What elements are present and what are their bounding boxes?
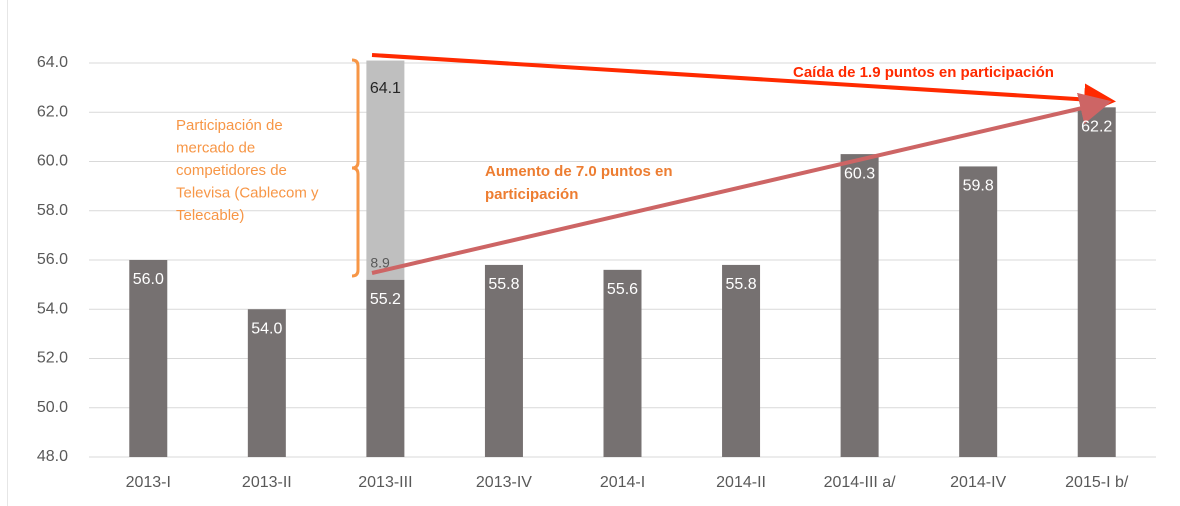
increase-note: participación bbox=[485, 186, 578, 203]
x-tick-label: 2013-IV bbox=[476, 474, 532, 491]
y-tick-label: 62.0 bbox=[37, 103, 68, 120]
competitors-note: competidores de bbox=[176, 162, 287, 179]
y-tick-label: 48.0 bbox=[37, 448, 68, 465]
increase-note: Aumento de 7.0 puntos en bbox=[485, 163, 673, 180]
x-tick-label: 2014-II bbox=[716, 474, 766, 491]
x-tick-label: 2014-III a/ bbox=[824, 474, 897, 491]
bar-segment bbox=[959, 166, 998, 458]
y-tick-label: 52.0 bbox=[37, 350, 68, 367]
y-tick-label: 58.0 bbox=[37, 202, 68, 219]
bar-segment bbox=[840, 154, 879, 458]
value-label: 62.2 bbox=[1081, 119, 1112, 136]
y-tick-label: 60.0 bbox=[37, 153, 68, 170]
bar-segment bbox=[247, 309, 286, 457]
notes: Participación de mercado de competidores d… bbox=[176, 117, 673, 224]
bar-segment bbox=[366, 279, 405, 457]
competitors-note: mercado de bbox=[176, 139, 255, 156]
competitors-note: Participación de bbox=[176, 117, 283, 134]
bars bbox=[129, 60, 1116, 458]
value-label: 55.8 bbox=[725, 276, 756, 293]
x-tick-label: 2013-III bbox=[358, 474, 412, 491]
decrease-arrow bbox=[371, 53, 1116, 116]
bar-segment bbox=[129, 260, 168, 457]
increase-arrow bbox=[371, 92, 1112, 275]
bracket bbox=[351, 58, 360, 278]
x-tick-label: 2013-II bbox=[242, 474, 292, 491]
bar-segment bbox=[722, 264, 761, 457]
value-label: 60.3 bbox=[844, 165, 875, 182]
y-tick-label: 50.0 bbox=[37, 399, 68, 416]
x-tick-label: 2013-I bbox=[126, 474, 171, 491]
x-tick-label: 2014-I bbox=[600, 474, 645, 491]
value-label: 56.0 bbox=[133, 271, 164, 288]
competitors-note: Telecable) bbox=[176, 207, 244, 224]
y-tick-label: 64.0 bbox=[37, 54, 68, 71]
bar-segment bbox=[484, 264, 523, 457]
competitors-note: Televisa (Cablecom y bbox=[176, 184, 319, 201]
bar-segment bbox=[366, 60, 405, 280]
decrease-note: Caída de 1.9 puntos en participación bbox=[793, 64, 1054, 81]
bar-segment bbox=[603, 269, 642, 457]
value-label: 54.0 bbox=[251, 320, 282, 337]
x-tick-label: 2015-I b/ bbox=[1065, 474, 1129, 491]
value-label: 59.8 bbox=[963, 178, 994, 195]
value-label: 55.8 bbox=[488, 276, 519, 293]
y-tick-label: 56.0 bbox=[37, 251, 68, 268]
x-tick-label: 2014-IV bbox=[950, 474, 1006, 491]
bar-segment bbox=[1077, 107, 1116, 457]
value-label: 55.6 bbox=[607, 281, 638, 298]
value-label: 8.9 bbox=[370, 254, 390, 270]
total-label: 64.1 bbox=[370, 80, 401, 97]
value-label: 55.2 bbox=[370, 291, 401, 308]
y-tick-label: 54.0 bbox=[37, 300, 68, 317]
